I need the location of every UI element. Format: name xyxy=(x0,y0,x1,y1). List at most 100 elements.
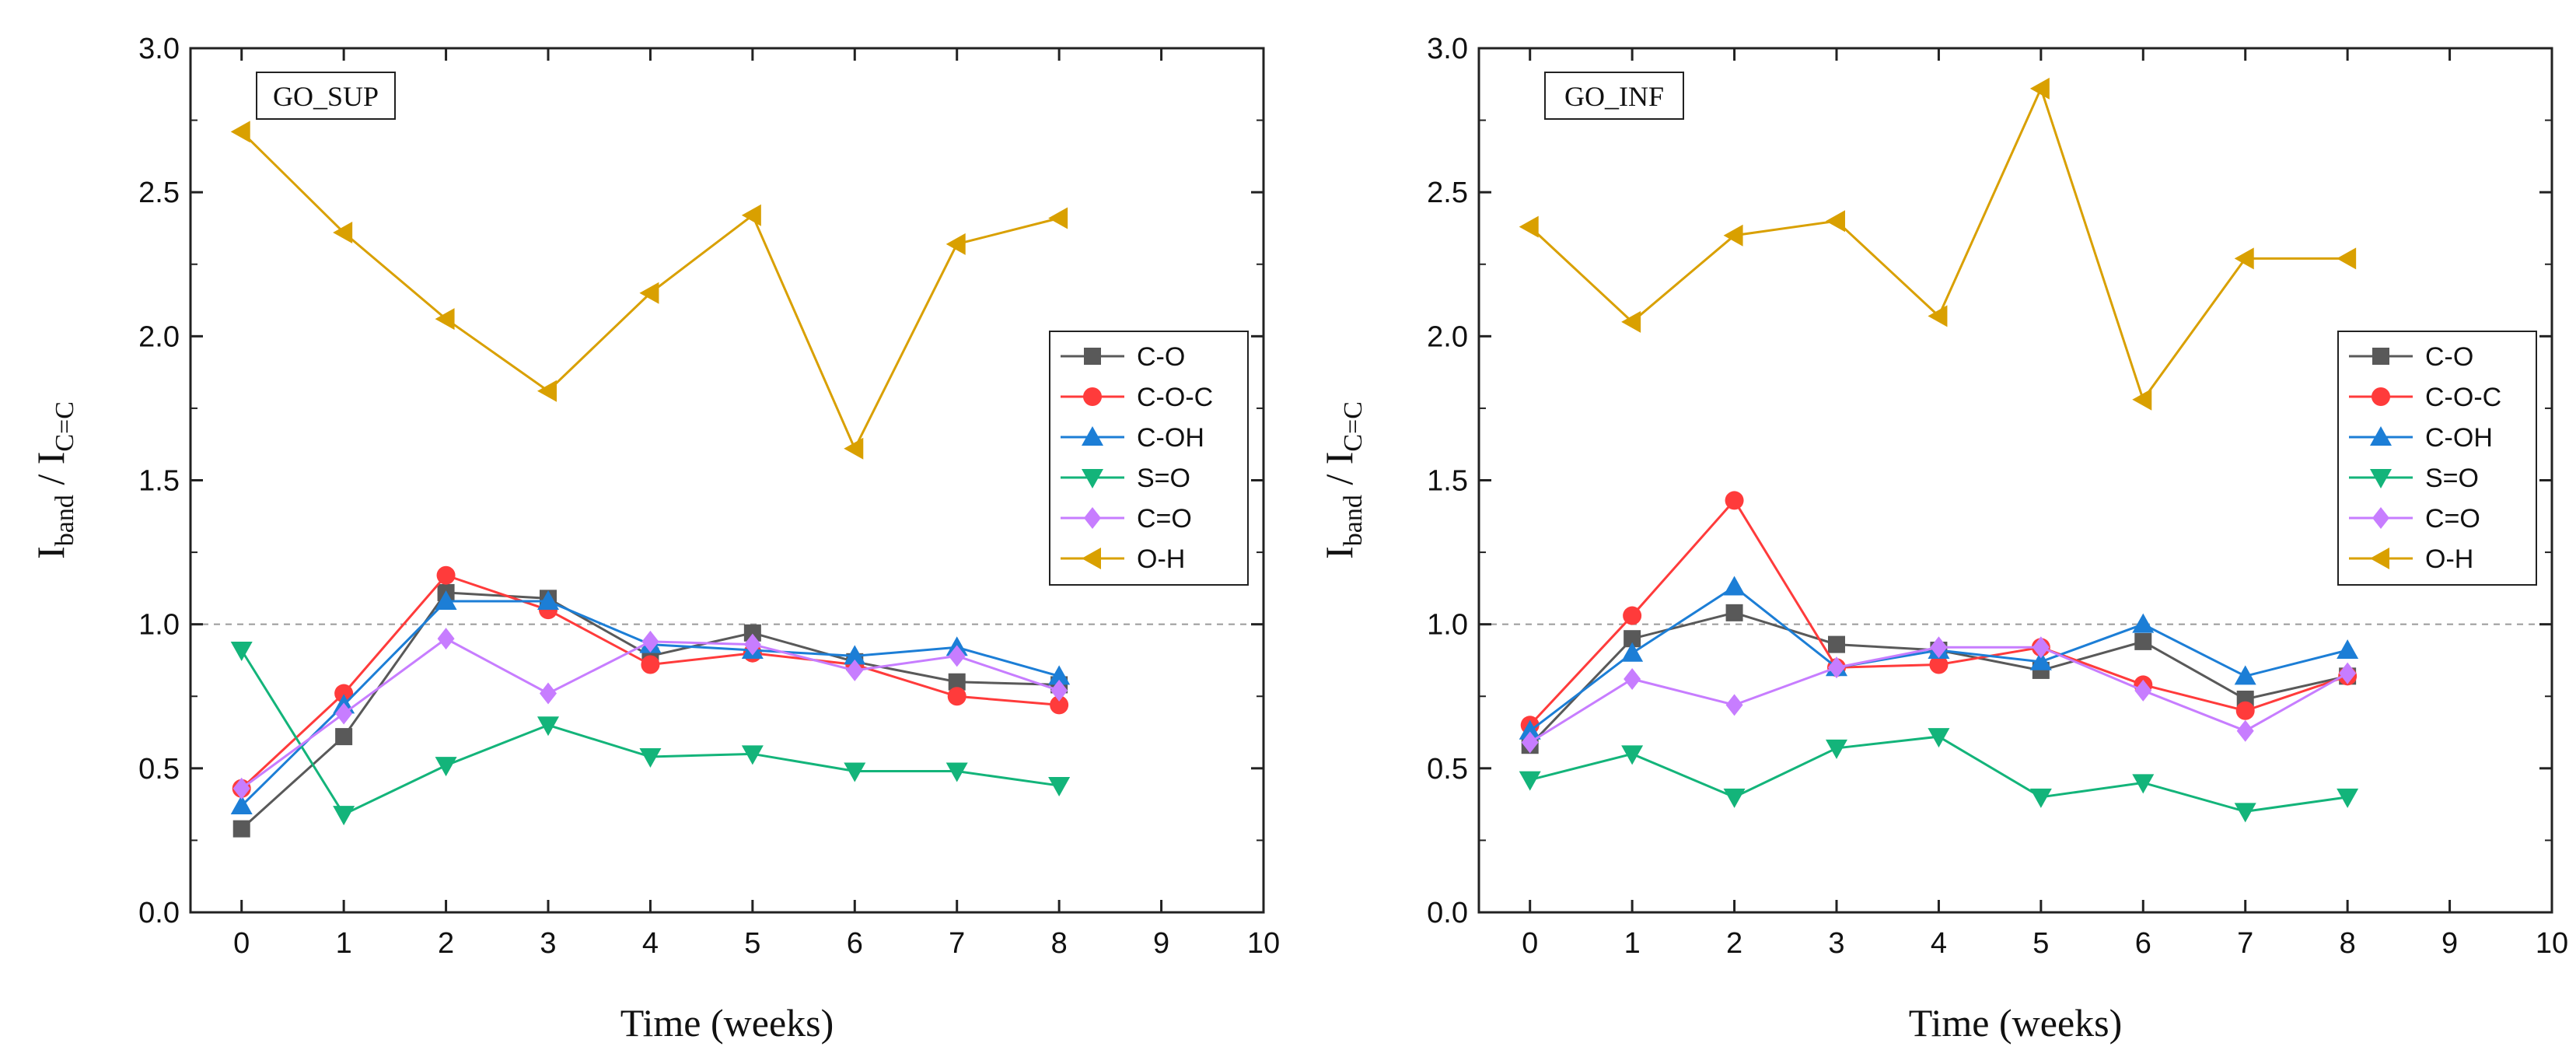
data-point-c-o xyxy=(1828,635,1845,653)
y-axis-title-part: I xyxy=(29,546,72,559)
data-point-c-oh xyxy=(2234,665,2256,685)
data-point-c-o-c xyxy=(1929,655,1949,674)
y-tick-label: 1.0 xyxy=(138,609,180,642)
x-tick-label: 10 xyxy=(1247,927,1280,960)
series-c-o-c xyxy=(1520,491,2358,735)
legend-marker-c-oh xyxy=(2370,426,2392,446)
data-point-c-o xyxy=(540,682,557,705)
data-point-c-o xyxy=(1624,668,1641,691)
x-tick-label: 7 xyxy=(949,927,965,960)
legend-label-c-o: C=O xyxy=(2425,504,2480,534)
legend-marker-c-o xyxy=(1084,507,1101,529)
chart-panel-go-inf: 0.0 0.5 1.0 1.5 2.0 2.5 3.0 0 1 2 3 4 5 6 7 8 9 10 Time (w… xyxy=(1288,0,2576,1064)
data-point-c-oh xyxy=(1621,642,1644,662)
series-c-o xyxy=(1521,636,2357,754)
y-tick-label: 0.0 xyxy=(138,897,180,929)
data-point-o-h xyxy=(639,282,659,304)
legend-marker-s-o xyxy=(1082,469,1103,488)
series-line-c-o xyxy=(240,591,1060,830)
series-o-h xyxy=(230,121,1068,460)
y-tick-label: 2.5 xyxy=(138,177,180,209)
data-point-o-h xyxy=(1826,210,1845,233)
legend: C-O C-O-C C-OH S=O C=O O-H xyxy=(1049,331,1249,586)
legend-label-c-o: C-O xyxy=(1137,342,1185,372)
x-tick-label: 2 xyxy=(1726,927,1742,960)
data-point-c-o xyxy=(335,702,353,725)
data-point-s-o xyxy=(435,757,457,777)
sample-tag-box xyxy=(256,72,396,120)
y-tick-label: 3.0 xyxy=(1427,33,1468,65)
data-point-c-o xyxy=(1930,636,1948,659)
data-point-c-o xyxy=(2032,636,2050,659)
x-tick-label: 3 xyxy=(540,927,556,960)
data-point-o-h xyxy=(1519,215,1539,238)
data-point-s-o xyxy=(639,748,662,768)
x-tick-label: 4 xyxy=(1931,927,1947,960)
legend-label-s-o: S=O xyxy=(1137,464,1190,493)
data-point-c-o xyxy=(1725,694,1743,716)
legend-marker-c-o-c xyxy=(1083,387,1102,406)
data-point-c-o-c xyxy=(641,655,660,674)
y-axis-title-part: / I xyxy=(1317,452,1361,495)
data-point-c-oh xyxy=(2337,639,2359,659)
data-point-o-h xyxy=(2337,247,2357,270)
y-axis-title-part: / I xyxy=(29,452,72,495)
legend-box xyxy=(1049,331,1249,586)
data-point-s-o xyxy=(537,716,559,737)
data-point-o-h xyxy=(230,121,250,143)
x-tick-label: 2 xyxy=(438,927,454,960)
data-point-s-o xyxy=(741,745,764,765)
legend-label-c-o: C-O xyxy=(2425,342,2473,372)
data-point-s-o xyxy=(2337,788,2359,808)
data-point-c-o xyxy=(2134,632,2152,650)
data-point-o-h xyxy=(537,380,557,402)
data-point-s-o xyxy=(1519,771,1541,791)
data-point-s-o xyxy=(1621,745,1644,765)
legend: C-O C-O-C C-OH S=O C=O O-H xyxy=(2337,331,2537,586)
chart-panel-go-sup: 0.0 0.5 1.0 1.5 2.0 2.5 3.0 0 1 2 3 4 5 6 7 8 9 10 Time (w… xyxy=(29,33,1280,1045)
series-c-o xyxy=(232,583,1068,838)
legend-box xyxy=(2337,331,2537,586)
data-point-o-h xyxy=(2234,247,2254,270)
data-point-c-o xyxy=(948,673,966,691)
data-point-c-o xyxy=(1725,604,1743,621)
series-line-c-o-c xyxy=(1529,498,2348,726)
y-axis-title-subscript: band xyxy=(51,495,79,546)
y-axis-title: Iband / IC=C xyxy=(29,401,79,559)
y-tick-label: 1.5 xyxy=(1427,465,1468,498)
data-point-o-h xyxy=(1723,224,1743,247)
y-tick-label: 0.0 xyxy=(1427,897,1468,929)
x-tick-label: 6 xyxy=(2135,927,2151,960)
data-point-o-h xyxy=(844,437,864,460)
series-line-c-o xyxy=(1529,611,2348,747)
data-point-c-oh xyxy=(844,645,866,665)
data-point-c-o xyxy=(1521,731,1539,754)
x-tick-label: 7 xyxy=(2237,927,2253,960)
x-tick-label: 4 xyxy=(642,927,659,960)
y-axis-title-subscript: band xyxy=(1339,495,1368,546)
data-point-c-o xyxy=(1828,656,1845,679)
data-point-c-oh xyxy=(1519,719,1541,740)
y-tick-label: 2.5 xyxy=(1427,177,1468,209)
data-point-o-h xyxy=(2132,388,2152,411)
legend-marker-c-o xyxy=(2372,507,2389,529)
legend-marker-c-o-c xyxy=(2372,387,2390,406)
data-point-s-o xyxy=(230,641,253,661)
data-point-s-o xyxy=(2029,788,2052,808)
legend-marker-o-h xyxy=(1082,548,1101,569)
x-tick-label: 0 xyxy=(233,927,250,960)
chart-svg-go-sup: 0.0 0.5 1.0 1.5 2.0 2.5 3.0 0 1 2 3 4 5 6 7 8 9 10 Time (w… xyxy=(29,33,1280,1045)
series-line-s-o xyxy=(1529,735,2348,813)
data-point-c-o xyxy=(743,624,761,642)
legend-marker-o-h xyxy=(2370,548,2389,569)
y-tick-label: 3.0 xyxy=(138,33,180,65)
data-point-c-oh xyxy=(1048,665,1071,685)
y-axis-title-subscript: C=C xyxy=(1339,401,1368,452)
data-point-c-o-c xyxy=(947,687,966,706)
data-point-c-o-c xyxy=(436,565,456,585)
series-s-o xyxy=(230,641,1071,826)
y-tick-label: 2.0 xyxy=(138,320,180,353)
data-point-o-h xyxy=(1048,207,1068,229)
data-point-c-oh xyxy=(435,590,457,611)
legend-label-c-oh: C-OH xyxy=(2425,423,2493,453)
